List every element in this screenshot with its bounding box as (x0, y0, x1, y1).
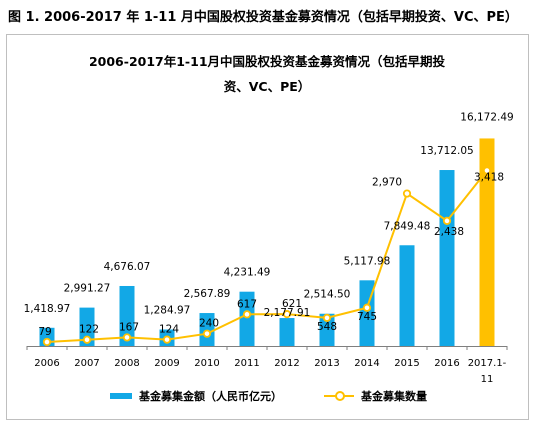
x-tick-label-2017.1-11: 11 (481, 374, 494, 385)
count-value-label-2014: 745 (357, 311, 377, 323)
count-point-2017.1-11 (482, 166, 492, 175)
count-point-2010 (202, 329, 212, 338)
bar-2008 (119, 285, 135, 346)
bar-value-label-2013: 2,514.50 (304, 289, 351, 301)
x-tick-label-2008: 2008 (114, 358, 139, 369)
bar-2011 (239, 291, 255, 346)
bar-value-label-2007: 2,991.27 (64, 283, 111, 295)
legend: 基金募集金额（人民币亿元） 基金募集数量 (7, 387, 530, 405)
count-value-label-2007: 122 (79, 324, 99, 336)
bar-value-label-2006: 1,418.97 (24, 303, 71, 315)
chart-title: 2006-2017年1-11月中国股权投资基金募资情况（包括早期投 资、VC、P… (47, 49, 487, 99)
x-tick-label-2016: 2016 (434, 358, 459, 369)
x-tick-label-2011: 2011 (234, 358, 259, 369)
bar-value-label-2008: 4,676.07 (104, 261, 151, 273)
bar-2017.1-11 (479, 138, 495, 346)
count-value-label-2011: 617 (237, 298, 257, 310)
count-point-2008 (122, 333, 132, 342)
x-tick-label-2010: 2010 (194, 358, 219, 369)
legend-item-count: 基金募集数量 (324, 388, 427, 404)
x-tick-label-2017.1-11: 2017.1- (468, 358, 507, 369)
count-point-2011 (242, 310, 252, 319)
bar-2013 (319, 313, 335, 346)
bar-2010 (199, 313, 215, 346)
bar-value-label-2014: 5,117.98 (344, 255, 391, 267)
bar-value-label-2017.1-11: 16,172.49 (460, 111, 513, 123)
bar-2015 (399, 245, 415, 346)
count-value-label-2013: 548 (317, 321, 337, 333)
count-line (46, 169, 488, 343)
legend-item-amount: 基金募集金额（人民币亿元） (110, 388, 282, 404)
bar-value-label-2011: 4,231.49 (224, 267, 271, 279)
chart-title-line-1: 2006-2017年1-11月中国股权投资基金募资情况（包括早期投 (88, 54, 446, 69)
bar-value-label-2009: 1,284.97 (144, 305, 191, 317)
x-tick-label-2014: 2014 (354, 358, 379, 369)
count-point-2015 (402, 189, 412, 198)
chart-frame: 2006-2017年1-11月中国股权投资基金募资情况（包括早期投 资、VC、P… (6, 34, 529, 420)
count-point-2009 (162, 335, 172, 344)
chart-plot: 2006 2007 2008 2009 2010 2011 2012 2013 2014 2015… (24, 111, 514, 385)
count-point-2014 (362, 303, 372, 312)
x-tick-label-2015: 2015 (394, 358, 419, 369)
legend-label-amount: 基金募集金额（人民币亿元） (139, 390, 282, 403)
x-tick-label-2013: 2013 (314, 358, 339, 369)
legend-label-count: 基金募集数量 (361, 390, 427, 403)
legend-line-swatch (324, 391, 354, 401)
count-value-label-2008: 167 (119, 321, 139, 333)
bar-2016 (439, 170, 455, 346)
x-tick-label-2007: 2007 (74, 358, 99, 369)
bar-value-label-2012: 2,177.91 (264, 307, 311, 319)
count-value-label-2016: 2,438 (434, 226, 464, 238)
count-point-2006 (42, 337, 52, 347)
chart-title-line-2: 资、VC、PE） (223, 79, 311, 94)
bar-2012 (279, 318, 295, 346)
count-point-2013 (322, 313, 332, 322)
count-point-2007 (82, 335, 92, 344)
count-value-label-2015: 2,970 (372, 177, 402, 189)
bar-value-label-2010: 2,567.89 (184, 288, 231, 300)
bar-2007 (79, 307, 95, 346)
x-tick-label-2006: 2006 (34, 358, 59, 369)
count-point-2016 (442, 216, 452, 225)
figure-caption: 图 1. 2006-2017 年 1-11 月中国股权投资基金募资情况（包括早期… (8, 10, 518, 25)
legend-bar-swatch (110, 393, 132, 399)
x-tick-label-2012: 2012 (274, 358, 299, 369)
bar-value-label-2016: 13,712.05 (420, 145, 473, 157)
count-value-label-2017.1-11: 3,418 (474, 172, 504, 184)
count-value-label-2009: 124 (159, 324, 179, 336)
bar-value-label-2015: 7,849.48 (384, 220, 431, 232)
count-value-label-2006: 79 (38, 326, 51, 338)
x-tick-label-2009: 2009 (154, 358, 179, 369)
count-value-label-2010: 240 (199, 318, 219, 330)
count-value-label-2012: 621 (282, 298, 302, 310)
count-point-2012 (282, 310, 292, 319)
